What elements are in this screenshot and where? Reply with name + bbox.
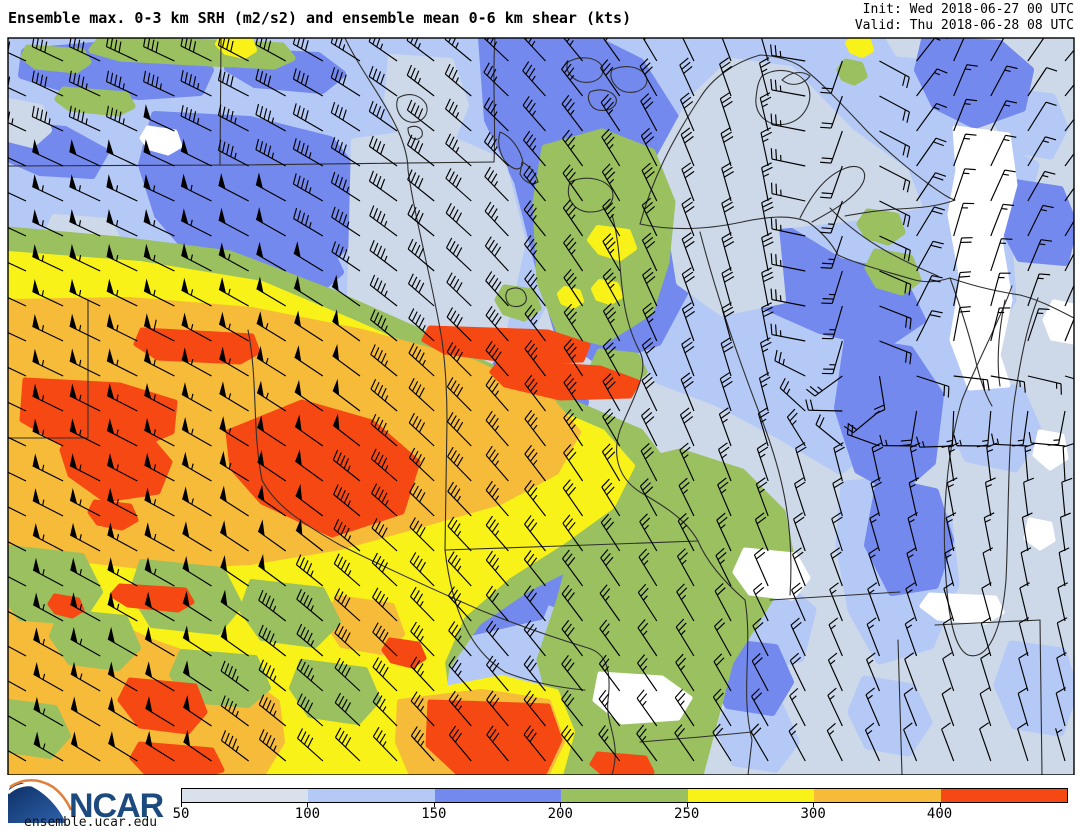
colorbar-tick bbox=[560, 802, 562, 807]
ncar-logo-white-arc bbox=[6, 783, 71, 819]
colorbar-tick-label: 300 bbox=[800, 806, 826, 822]
colorbar-tick bbox=[307, 802, 309, 807]
ncar-logo-text: NCAR bbox=[69, 787, 164, 825]
page-title: Ensemble max. 0-3 km SRH (m2/s2) and ens… bbox=[8, 9, 632, 27]
colorbar-tick-label: 100 bbox=[294, 806, 321, 822]
ncar-logo: NCAR bbox=[6, 778, 165, 825]
init-time-label: Init: Wed 2018-06-27 00 UTC bbox=[862, 2, 1074, 17]
colorbar-segment-50-100 bbox=[182, 789, 309, 802]
srh-colorbar bbox=[181, 788, 1068, 803]
colorbar-segment-400+ bbox=[940, 789, 1067, 802]
colorbar-segment-100-150 bbox=[308, 789, 435, 802]
colorbar-tick bbox=[939, 802, 941, 807]
colorbar-tick bbox=[813, 802, 815, 807]
colorbar-segment-200-250 bbox=[561, 789, 688, 802]
run-times: Init: Wed 2018-06-27 00 UTC Valid: Thu 2… bbox=[855, 2, 1074, 34]
colorbar-tick bbox=[433, 802, 435, 807]
header-bar: Ensemble max. 0-3 km SRH (m2/s2) and ens… bbox=[0, 0, 1080, 37]
colorbar-tick-label: 250 bbox=[674, 806, 700, 822]
ncar-logo-swoosh bbox=[8, 782, 66, 823]
valid-time-label: Valid: Thu 2018-06-28 08 UTC bbox=[854, 18, 1074, 33]
state-borders-and-rivers bbox=[8, 38, 1074, 775]
colorbar-tick bbox=[686, 802, 688, 807]
colorbar-segment-250-300 bbox=[687, 789, 815, 802]
wind-barb-layer bbox=[8, 38, 1074, 762]
footer-bar: NCAR ensemble.ucar.edu 50 100 150 200 250 300… bbox=[0, 775, 1080, 834]
colorbar-tick-label: 400 bbox=[926, 806, 953, 822]
srh-400-plus-layer bbox=[19, 325, 655, 775]
colorbar-tick-label: 200 bbox=[547, 806, 573, 822]
site-url: ensemble.ucar.edu bbox=[24, 815, 158, 830]
colorbar-segment-300-400 bbox=[814, 789, 941, 802]
colorbar-segment-150-200 bbox=[434, 789, 562, 802]
srh-below-50-layer bbox=[139, 125, 1074, 725]
ncar-logo-orange-arc bbox=[9, 778, 73, 811]
colorbar-tick-label: 50 bbox=[172, 806, 190, 822]
colorbar-tick-label: 150 bbox=[421, 806, 447, 822]
colorbar-tick bbox=[181, 802, 182, 807]
map-layers bbox=[8, 38, 1074, 775]
